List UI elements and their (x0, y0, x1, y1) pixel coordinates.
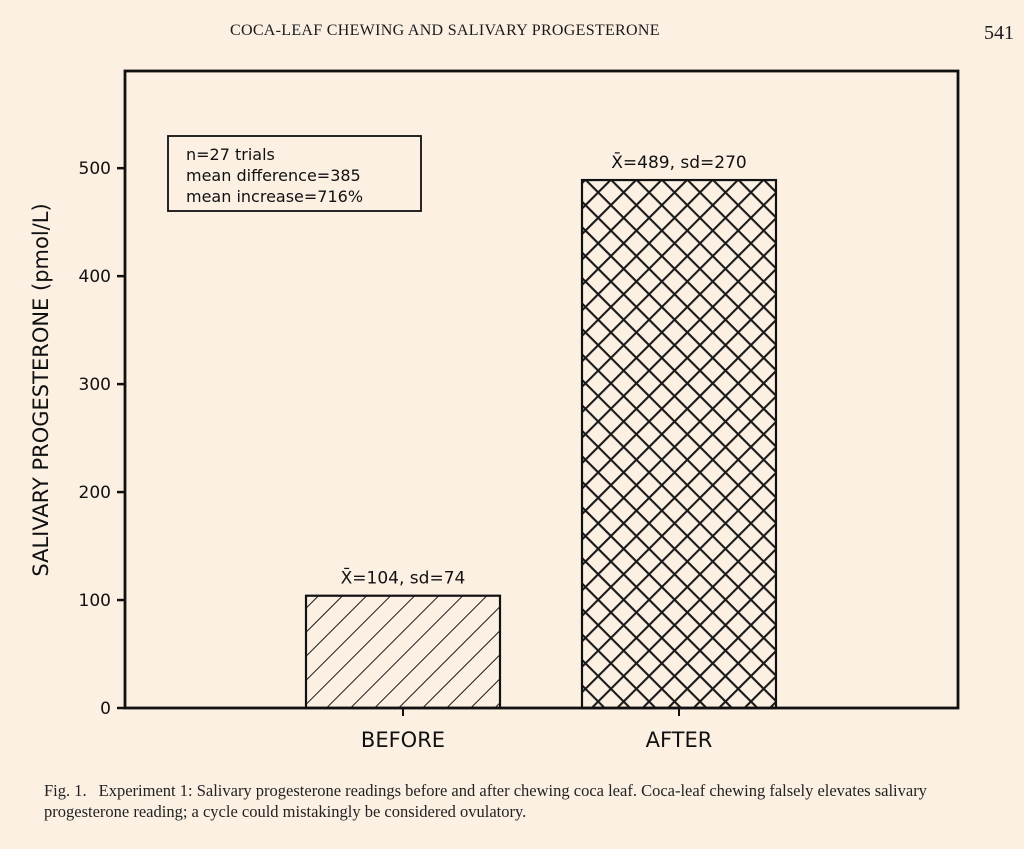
annotation-frame (167, 135, 422, 212)
y-tick-label: 0 (100, 699, 111, 719)
y-tick-label: 500 (79, 159, 111, 179)
annotation-line-3: mean increase=716% (186, 187, 363, 206)
page-number: 541 (984, 22, 1014, 44)
bar-chart: 0 100 200 300 400 500 X̄=104, sd=74 X̄=489, sd… (29, 69, 960, 752)
bar-value-label: X̄=489, sd=270 (611, 151, 747, 173)
caption-label: Fig. 1. (44, 781, 87, 800)
x-tick-label: AFTER (646, 728, 713, 752)
plot-frame (123, 69, 960, 710)
x-tick-label: BEFORE (361, 728, 445, 752)
bars: X̄=104, sd=74 X̄=489, sd=270 (304, 151, 778, 710)
stats-annotation-box: n=27 trials mean difference=385 mean inc… (167, 135, 422, 212)
x-axis: BEFORE AFTER (361, 708, 712, 752)
annotation-line-2: mean difference=385 (186, 166, 361, 185)
running-title: COCA-LEAF CHEWING AND SALIVARY PROGESTER… (230, 22, 660, 39)
running-head: COCA-LEAF CHEWING AND SALIVARY PROGESTER… (0, 18, 1024, 48)
y-axis: 0 100 200 300 400 500 (79, 159, 125, 719)
bar-before (304, 594, 502, 710)
annotation-line-1: n=27 trials (186, 145, 275, 164)
figure-caption: Fig. 1. Experiment 1: Salivary progestero… (44, 780, 984, 822)
y-tick-label: 100 (79, 591, 111, 611)
y-tick-label: 400 (79, 267, 111, 287)
bar-value-label: X̄=104, sd=74 (341, 567, 466, 589)
y-axis-label: SALIVARY PROGESTERONE (pmol/L) (29, 203, 53, 576)
y-tick-label: 300 (79, 375, 111, 395)
bar-after (580, 178, 778, 710)
caption-text: Experiment 1: Salivary progesterone read… (44, 781, 927, 821)
y-tick-label: 200 (79, 483, 111, 503)
